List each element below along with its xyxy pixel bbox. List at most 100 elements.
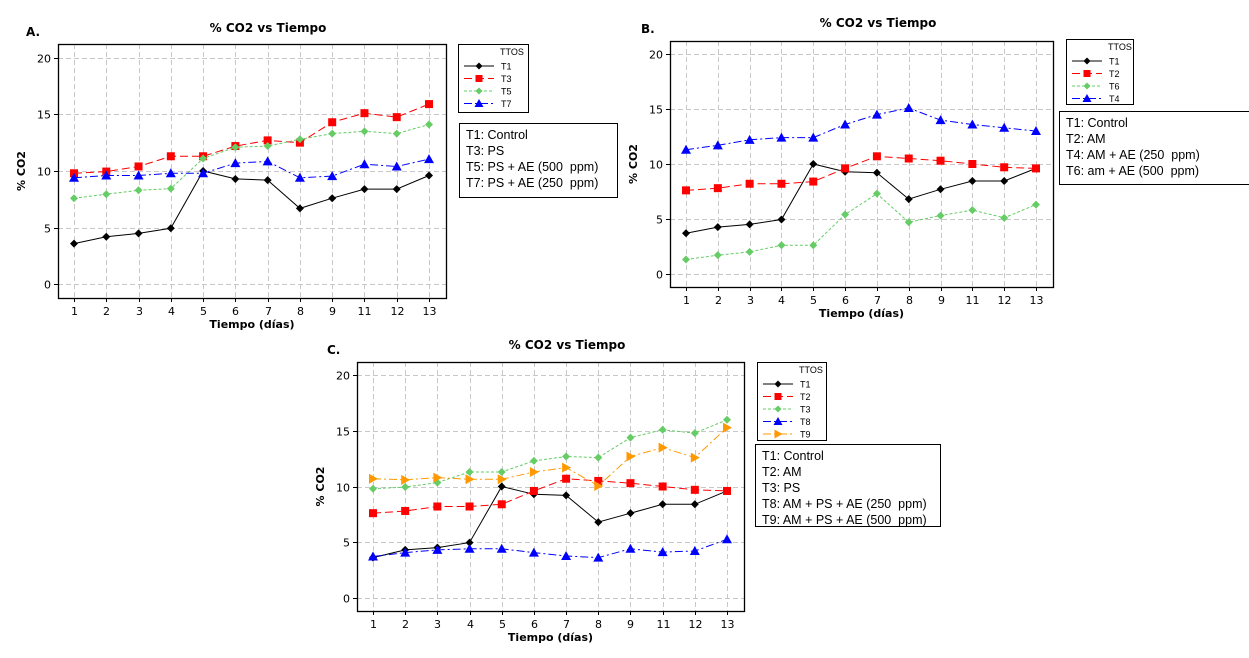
- data-point-t6: [745, 247, 754, 256]
- y-axis-label: % CO2: [15, 151, 28, 191]
- data-point-t4: [967, 119, 978, 129]
- x-tick-label: 3: [747, 294, 754, 307]
- data-point-t4: [1031, 126, 1041, 136]
- data-point-t6: [1000, 213, 1009, 222]
- legend-marker: [1083, 70, 1091, 77]
- x-tick-label: 7: [874, 294, 881, 307]
- data-point-t3: [425, 100, 433, 109]
- description-item: T8: AM + PS + AE (250 ppm): [762, 497, 927, 511]
- data-point-t1: [263, 176, 272, 185]
- data-point-t7: [165, 168, 176, 178]
- data-point-t8: [400, 547, 411, 557]
- legend-marker: [1082, 94, 1092, 102]
- data-point-t9: [690, 452, 700, 463]
- data-point-t3: [497, 468, 506, 477]
- data-point-t9: [433, 472, 443, 483]
- data-point-t1: [745, 220, 754, 229]
- data-point-t3: [626, 433, 635, 442]
- description-item: T7: PS + AE (250 ppm): [466, 176, 598, 190]
- y-tick-label: 0: [44, 279, 51, 292]
- description-item: T9: AM + PS + AE (500 ppm): [762, 513, 927, 527]
- x-tick-label: 1: [370, 618, 377, 631]
- legend-title: TTOS: [799, 365, 823, 375]
- data-point-t1: [594, 518, 603, 527]
- data-point-t9: [529, 467, 539, 478]
- x-tick-label: 6: [531, 618, 538, 631]
- data-point-t2: [562, 474, 571, 483]
- series-t3: [70, 100, 433, 178]
- data-point-t8: [432, 544, 443, 554]
- legend-item-label: T3: [800, 405, 811, 415]
- data-point-t4: [999, 122, 1010, 132]
- data-point-t9: [562, 462, 572, 473]
- data-point-t5: [102, 190, 111, 199]
- data-point-t2: [872, 152, 881, 161]
- data-point-t8: [722, 534, 732, 544]
- data-point-t1: [328, 194, 337, 203]
- plot-frame: [669, 40, 1055, 289]
- data-point-t5: [231, 143, 240, 152]
- data-point-t2: [529, 486, 538, 495]
- data-point-t2: [968, 160, 977, 168]
- treatment-descriptions: T1: Control T3: PS T5: PS + AE (500 ppm) T7…: [459, 123, 618, 198]
- treatment-descriptions: T1: Control T2: AM T3: PS T8: AM + PS + AE …: [755, 444, 941, 527]
- data-point-t2: [465, 502, 474, 511]
- grid: [58, 44, 446, 298]
- data-point-t3: [658, 425, 667, 434]
- description-item: T1: Control: [466, 128, 528, 142]
- legend-item-label: T1: [800, 380, 811, 390]
- series-t2: [369, 474, 731, 518]
- panel-label: C.: [327, 343, 340, 357]
- chart-title: % CO2 vs Tiempo: [509, 338, 626, 352]
- data-point-t4: [871, 109, 882, 119]
- series-t1: [682, 160, 1040, 238]
- legend-item-label: T2: [800, 392, 811, 402]
- grid: [670, 41, 1053, 287]
- data-point-t1: [626, 509, 635, 518]
- data-point-t1: [70, 239, 78, 248]
- x-tick-label: 11: [657, 618, 671, 631]
- data-point-t1: [392, 185, 401, 194]
- x-tick-label: 2: [402, 618, 409, 631]
- data-point-t2: [809, 177, 818, 186]
- legend-item-label: T1: [1109, 57, 1120, 67]
- legend: TTOS T1 T3 T5 T7: [458, 44, 529, 113]
- data-point-t3: [529, 456, 538, 465]
- data-point-t2: [433, 502, 442, 511]
- data-point-t5: [392, 129, 401, 138]
- data-point-t1: [295, 204, 304, 213]
- data-point-t2: [401, 506, 410, 515]
- data-point-t3: [369, 484, 377, 493]
- x-tick-label: 5: [200, 305, 207, 318]
- data-point-t6: [713, 251, 722, 260]
- series-line-t3: [372, 419, 728, 490]
- data-point-t5: [360, 127, 369, 136]
- data-point-t3: [465, 468, 474, 477]
- data-point-t2: [936, 156, 945, 165]
- data-point-t1: [497, 482, 506, 491]
- y-tick-label: 10: [649, 159, 663, 172]
- series-line-t8: [372, 538, 728, 559]
- series-line-t5: [73, 124, 430, 199]
- data-point-t9: [594, 480, 604, 491]
- x-axis-label: Tiempo (días): [209, 318, 294, 331]
- series-line-t3: [73, 103, 430, 174]
- legend-item-label: T4: [1109, 94, 1120, 104]
- data-point-t8: [464, 543, 475, 553]
- x-tick-label: 1: [71, 305, 78, 318]
- data-point-t3: [690, 429, 699, 438]
- description-box: [1059, 111, 1249, 185]
- data-point-t1: [425, 171, 433, 180]
- x-tick-label: 8: [595, 618, 602, 631]
- data-point-t3: [562, 452, 571, 461]
- description-item: T1: Control: [1066, 116, 1128, 130]
- data-point-t2: [369, 509, 377, 518]
- x-tick-label: 9: [938, 294, 945, 307]
- data-point-t1: [872, 168, 881, 177]
- data-point-t9: [369, 473, 378, 484]
- panel-label: A.: [26, 25, 40, 39]
- data-point-t4: [903, 102, 914, 112]
- x-tick-label: 13: [1030, 294, 1044, 307]
